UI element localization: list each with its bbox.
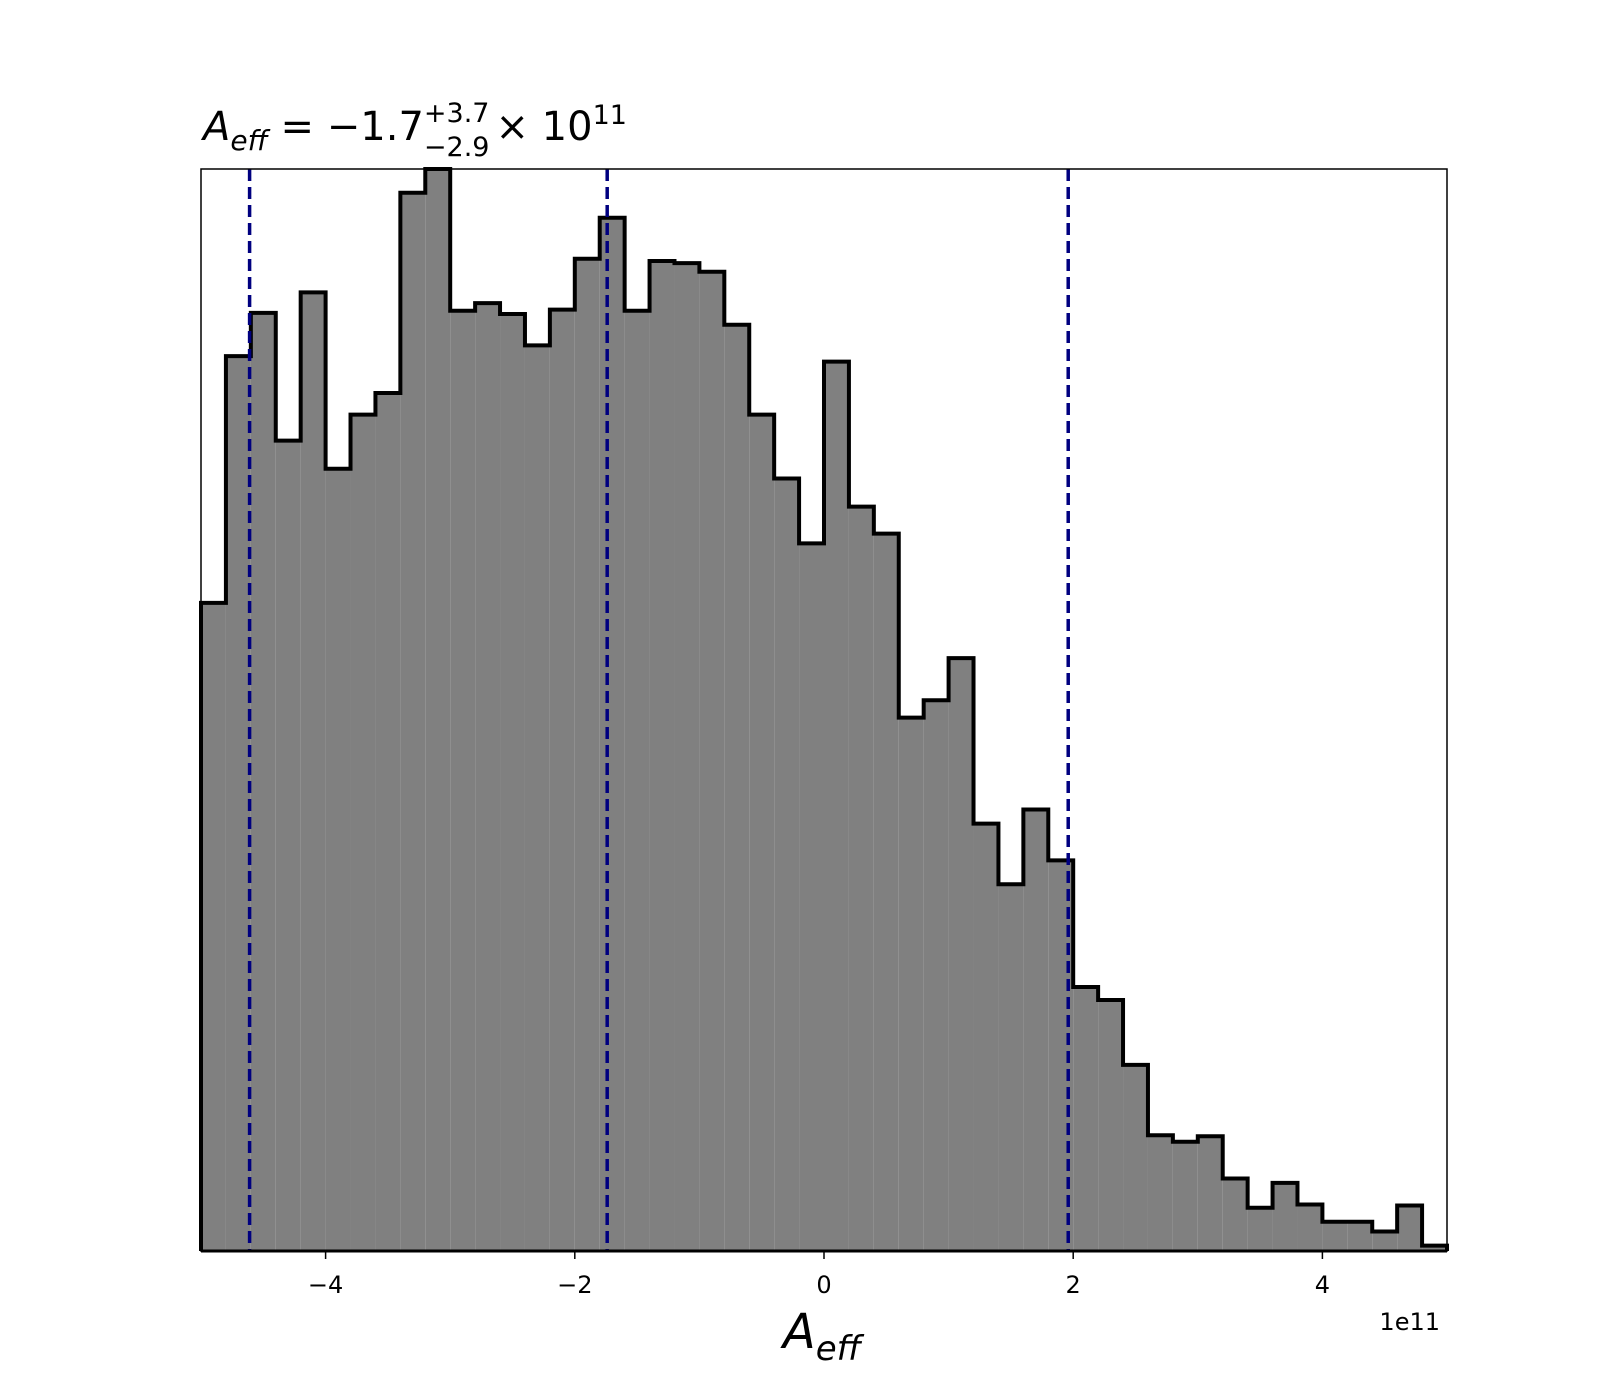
bar [624, 310, 650, 1251]
bar [400, 192, 426, 1252]
title-sub: −2.9 [424, 132, 490, 163]
bar [1347, 1221, 1373, 1251]
bar [674, 263, 700, 1251]
x-tick-label: 0 [816, 1271, 831, 1299]
x-offset-label: 1e11 [1379, 1308, 1440, 1336]
bar [275, 440, 301, 1251]
bar [1147, 1135, 1173, 1251]
bar [1098, 999, 1124, 1251]
bar [824, 361, 849, 1251]
x-tick-label: −4 [308, 1271, 343, 1299]
bar [574, 258, 600, 1251]
bar [1322, 1221, 1348, 1251]
bar [1247, 1207, 1273, 1251]
bar [500, 313, 525, 1251]
bar [350, 414, 376, 1251]
bar [873, 533, 899, 1251]
bar [1172, 1141, 1198, 1251]
bar [375, 392, 401, 1251]
bar [250, 312, 276, 1251]
x-label-sub: eff [816, 1329, 865, 1369]
title-symbol-sub: eff [230, 124, 270, 157]
title-exp: 11 [593, 100, 627, 131]
bar [1123, 1064, 1148, 1251]
x-tick-label: −2 [557, 1271, 592, 1299]
bar [1073, 986, 1099, 1251]
bar [948, 658, 974, 1251]
bar [1422, 1245, 1447, 1251]
bar [774, 478, 800, 1251]
bar [450, 310, 476, 1251]
bar [1397, 1205, 1423, 1251]
bar [848, 506, 874, 1252]
bar [1272, 1182, 1298, 1251]
chart-title: Aeff = −1.7+3.7 −2.9 × 1011 [200, 98, 627, 163]
x-label-symbol: A [780, 1304, 816, 1360]
bar [1222, 1178, 1248, 1251]
bar [724, 324, 750, 1252]
bar [425, 169, 451, 1251]
title-times: × 10 [495, 104, 592, 150]
bar [749, 414, 775, 1251]
x-tick-label: 4 [1315, 1271, 1330, 1299]
bar [1197, 1136, 1223, 1251]
histogram-outline [199, 167, 1449, 1251]
bar [524, 345, 550, 1252]
bar [1023, 809, 1049, 1251]
bar [1372, 1231, 1398, 1251]
title-sup: +3.7 [424, 98, 490, 129]
bar [201, 602, 226, 1251]
bar [923, 700, 949, 1251]
bar [549, 309, 575, 1251]
bar [998, 884, 1024, 1251]
bar [699, 271, 725, 1251]
bar [599, 217, 625, 1252]
title-value: = −1.7 [268, 104, 424, 150]
bar [225, 356, 251, 1251]
bar [300, 292, 326, 1251]
bar [973, 823, 999, 1251]
bar [898, 717, 924, 1251]
x-axis-label: Aeff [780, 1304, 865, 1369]
bar [799, 543, 824, 1251]
x-tick-label: 2 [1066, 1271, 1081, 1299]
bar [475, 303, 501, 1252]
title-symbol: A [200, 104, 230, 150]
bar [649, 260, 675, 1252]
bar [325, 468, 351, 1251]
bar [1297, 1204, 1323, 1251]
